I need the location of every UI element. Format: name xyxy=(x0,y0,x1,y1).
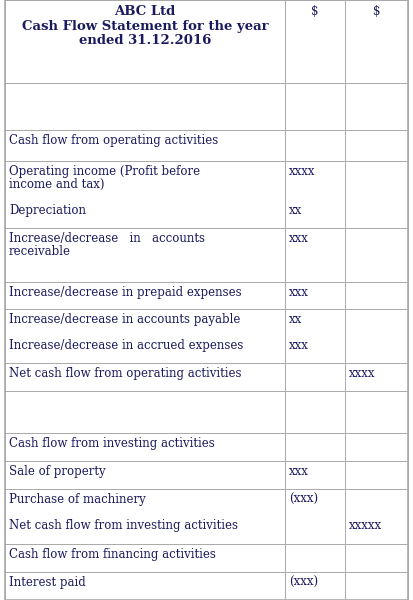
Bar xyxy=(5,461,285,488)
Text: Cash flow from financing activities: Cash flow from financing activities xyxy=(9,548,216,562)
Bar xyxy=(345,161,408,228)
Text: Cash flow from investing activities: Cash flow from investing activities xyxy=(9,437,215,450)
Bar xyxy=(285,433,345,461)
Bar xyxy=(5,161,285,228)
Text: (xxx): (xxx) xyxy=(289,493,318,506)
Text: Increase/decrease in accounts payable: Increase/decrease in accounts payable xyxy=(9,313,240,326)
Bar xyxy=(5,363,285,391)
Text: Depreciation: Depreciation xyxy=(9,205,86,217)
Text: Cash flow from operating activities: Cash flow from operating activities xyxy=(9,134,218,147)
Text: Interest paid: Interest paid xyxy=(9,576,86,589)
Bar xyxy=(285,488,345,544)
Bar xyxy=(5,228,285,281)
Text: xxxx: xxxx xyxy=(289,166,316,178)
Bar xyxy=(345,0,408,83)
Text: $: $ xyxy=(311,5,319,18)
Text: ended 31.12.2016: ended 31.12.2016 xyxy=(79,34,211,47)
Bar xyxy=(285,461,345,488)
Bar xyxy=(285,544,345,572)
Bar xyxy=(5,130,285,161)
Text: Increase/decrease in prepaid expenses: Increase/decrease in prepaid expenses xyxy=(9,286,242,299)
Bar xyxy=(345,228,408,281)
Bar xyxy=(285,228,345,281)
Bar xyxy=(5,544,285,572)
Bar xyxy=(5,0,285,83)
Bar xyxy=(345,572,408,600)
Bar xyxy=(5,310,285,363)
Text: xxx: xxx xyxy=(289,232,309,245)
Bar xyxy=(285,363,345,391)
Bar xyxy=(345,433,408,461)
Text: xx: xx xyxy=(289,313,302,326)
Bar xyxy=(345,310,408,363)
Bar xyxy=(345,391,408,433)
Text: xxxxx: xxxxx xyxy=(349,518,382,532)
Text: xxx: xxx xyxy=(289,340,309,352)
Text: receivable: receivable xyxy=(9,245,71,258)
Bar xyxy=(345,130,408,161)
Text: xx: xx xyxy=(289,205,302,217)
Text: (xxx): (xxx) xyxy=(289,576,318,589)
Bar xyxy=(285,83,345,130)
Bar xyxy=(285,281,345,310)
Bar xyxy=(285,572,345,600)
Bar xyxy=(345,363,408,391)
Text: Net cash flow from investing activities: Net cash flow from investing activities xyxy=(9,518,238,532)
Text: Increase/decrease   in   accounts: Increase/decrease in accounts xyxy=(9,232,205,245)
Text: ABC Ltd: ABC Ltd xyxy=(114,5,176,18)
Bar xyxy=(345,544,408,572)
Text: Purchase of machinery: Purchase of machinery xyxy=(9,493,146,506)
Bar xyxy=(5,281,285,310)
Text: $: $ xyxy=(373,5,380,18)
Bar xyxy=(285,0,345,83)
Bar xyxy=(5,488,285,544)
Text: xxx: xxx xyxy=(289,465,309,478)
Bar xyxy=(5,83,285,130)
Text: Sale of property: Sale of property xyxy=(9,465,106,478)
Bar xyxy=(285,161,345,228)
Text: Net cash flow from operating activities: Net cash flow from operating activities xyxy=(9,367,242,380)
Text: Operating income (Profit before: Operating income (Profit before xyxy=(9,166,200,178)
Text: Cash Flow Statement for the year: Cash Flow Statement for the year xyxy=(22,20,268,33)
Bar xyxy=(285,310,345,363)
Bar xyxy=(5,433,285,461)
Bar xyxy=(345,461,408,488)
Bar xyxy=(345,488,408,544)
Bar xyxy=(285,130,345,161)
Text: xxxx: xxxx xyxy=(349,367,375,380)
Text: xxx: xxx xyxy=(289,286,309,299)
Text: Increase/decrease in accrued expenses: Increase/decrease in accrued expenses xyxy=(9,340,243,352)
Bar xyxy=(5,391,285,433)
Bar xyxy=(285,391,345,433)
Bar xyxy=(5,572,285,600)
Bar xyxy=(345,281,408,310)
Bar xyxy=(345,83,408,130)
Text: income and tax): income and tax) xyxy=(9,178,104,191)
